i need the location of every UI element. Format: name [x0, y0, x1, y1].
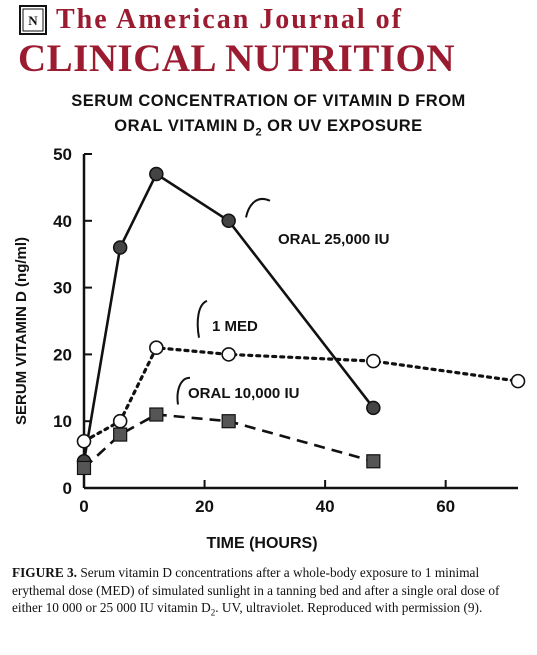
chart-title-line1: SERUM CONCENTRATION OF VITAMIN D FROM [71, 92, 466, 110]
vitamin-d-line-chart: 0 10 20 30 40 50 0 20 40 60 TIME (HOURS) SERUM VITA… [13, 145, 526, 552]
data-point-oral-10-000-iu [76, 460, 92, 476]
data-point-oral-10-000-iu [221, 414, 236, 429]
caption-text: Serum vitamin D concentrations after a w… [12, 565, 500, 615]
y-tick-label: 0 [63, 479, 72, 498]
y-tick-label: 40 [53, 212, 72, 231]
chart-series [76, 166, 526, 476]
caption-sub: 2 [210, 607, 216, 618]
figure-caption: FIGURE 3. Serum vitamin D concentrations… [12, 564, 532, 622]
data-point-oral-10-000-iu [113, 427, 128, 442]
series-arrow-oral-25-000-iu [245, 198, 271, 218]
journal-header: N The American Journal of CLINICAL NUTRI… [0, 0, 537, 82]
journal-name-line1: The American Journal of [56, 4, 403, 35]
series-label-1-med: 1 MED [212, 318, 258, 335]
data-point-1-med [221, 347, 236, 362]
svg-text:N: N [28, 13, 38, 28]
x-tick-label: 60 [436, 497, 455, 516]
y-tick-label: 30 [53, 279, 72, 298]
series-arrow-oral-10-000-iu [176, 376, 191, 405]
caption-label: FIGURE 3. [12, 565, 78, 580]
data-point-oral-25-000-iu [221, 213, 236, 229]
caption-text-end: . UV, ultraviolet. Reproduced with permi… [215, 600, 483, 615]
chart-title-line2-sub: 2 [255, 126, 263, 139]
series-line-1-med [82, 346, 520, 443]
y-tick-label: 20 [53, 345, 72, 364]
chart-axes: 0 10 20 30 40 50 0 20 40 60 TIME (HOURS) SERUM VITA… [13, 145, 518, 552]
x-axis-label: TIME (HOURS) [206, 535, 317, 552]
data-point-oral-10-000-iu [366, 454, 381, 469]
data-point-oral-25-000-iu [366, 400, 381, 416]
data-point-oral-25-000-iu [149, 166, 164, 182]
data-point-1-med [76, 433, 92, 449]
data-point-1-med [366, 353, 381, 369]
journal-name-line2: CLINICAL NUTRITION [18, 37, 456, 80]
y-axis-label: SERUM VITAMIN D (ng/ml) [13, 237, 30, 425]
series-arrow-1-med [196, 300, 208, 338]
journal-logo-icon: N [19, 5, 47, 35]
chart-title-line2-post: OR UV EXPOSURE [262, 117, 423, 135]
chart-title-line2-pre: ORAL VITAMIN D [114, 117, 256, 135]
y-tick-label: 10 [53, 412, 72, 431]
y-tick-label: 50 [53, 145, 72, 164]
data-point-1-med [112, 413, 128, 429]
data-point-oral-25-000-iu [112, 240, 128, 255]
series-label-oral-10-000-iu: ORAL 10,000 IU [188, 385, 299, 402]
data-point-oral-10-000-iu [149, 407, 164, 422]
x-tick-label: 40 [316, 497, 335, 516]
data-point-1-med [149, 340, 164, 356]
chart-series-labels: ORAL 25,000 IU 1 MED ORAL 10,000 IU [176, 198, 389, 405]
chart-title-line2: ORAL VITAMIN D2 OR UV EXPOSURE [0, 117, 537, 138]
data-point-1-med [510, 373, 526, 389]
x-tick-label: 20 [195, 497, 214, 516]
x-tick-label: 0 [79, 497, 88, 516]
series-label-oral-25-000-iu: ORAL 25,000 IU [278, 231, 389, 248]
